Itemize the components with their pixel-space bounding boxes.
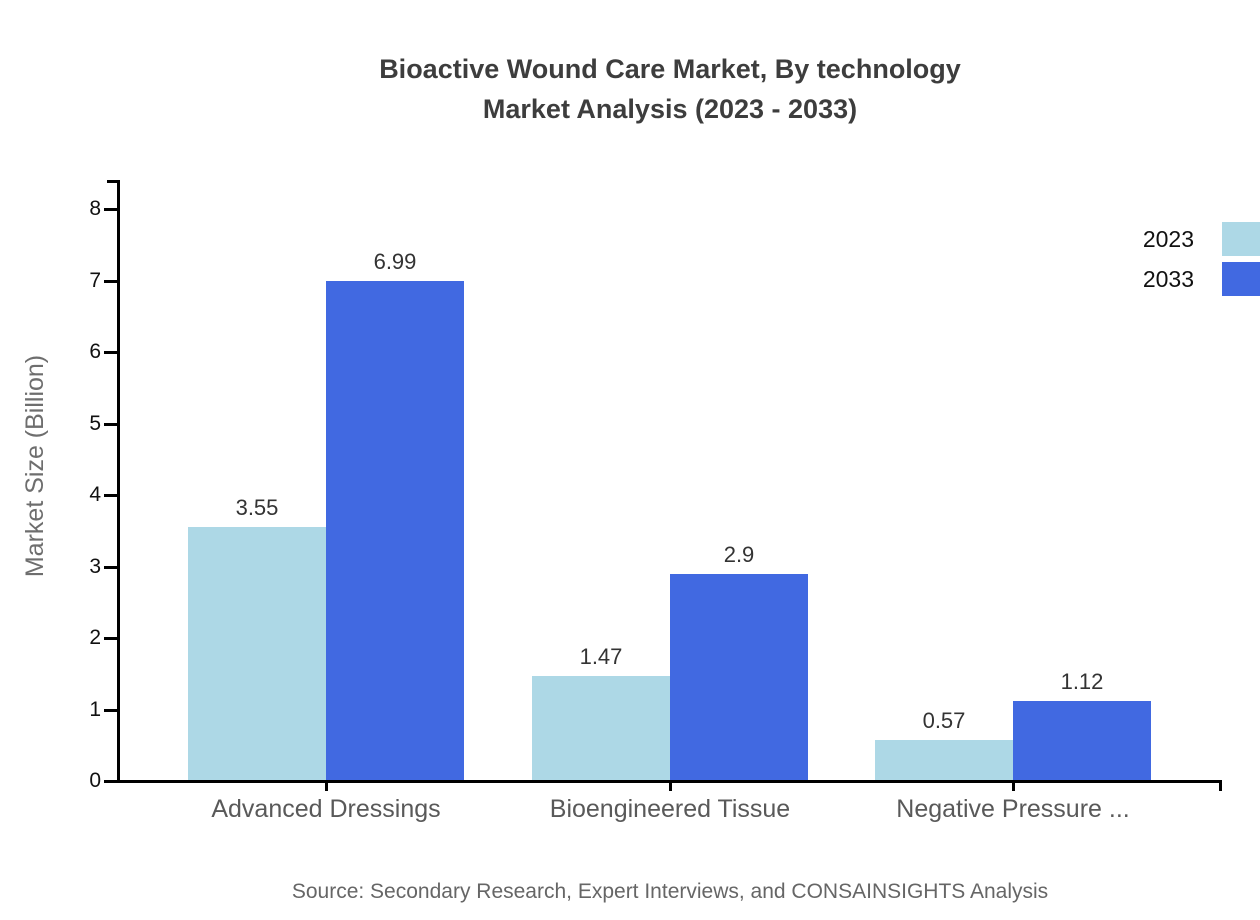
- bar-value-label: 1.12: [1060, 668, 1104, 694]
- chart-title: Bioactive Wound Care Market, By technolo…: [80, 49, 1260, 129]
- y-tick: [104, 423, 118, 426]
- bar-2033-bioengineered-tissue: [670, 573, 808, 781]
- legend-swatch: [1222, 262, 1260, 296]
- y-tick-label: 1: [89, 698, 101, 721]
- bar-value-label: 2.9: [723, 541, 755, 567]
- chart-title-line1: Bioactive Wound Care Market, By technolo…: [379, 54, 961, 84]
- y-tick-label: 3: [89, 555, 101, 578]
- x-axis-line: [117, 780, 1222, 783]
- source-note: Source: Secondary Research, Expert Inter…: [291, 880, 1049, 903]
- bar-2033-negative-pressure: [1013, 700, 1151, 781]
- y-tick: [104, 494, 118, 497]
- bar-value-label: 6.99: [373, 249, 417, 275]
- bar-2023-negative-pressure: [875, 740, 1013, 781]
- y-tick-label: 2: [89, 626, 101, 649]
- y-tick: [104, 709, 118, 712]
- x-tick: [669, 782, 672, 791]
- y-axis-line: [117, 180, 120, 783]
- bar-value-label: 0.57: [922, 708, 966, 734]
- bar-2023-advanced-dressings: [188, 527, 326, 781]
- y-tick: [104, 280, 118, 283]
- y-tick: [104, 637, 118, 640]
- x-category-label-negative-pressure: Negative Pressure ...: [896, 795, 1130, 823]
- y-tick: [104, 566, 118, 569]
- bar-2033-advanced-dressings: [326, 281, 464, 781]
- bar-2023-bioengineered-tissue: [532, 675, 670, 781]
- y-tick: [104, 208, 118, 211]
- legend-label: 2023: [1142, 226, 1194, 252]
- legend-swatch: [1222, 222, 1260, 256]
- y-tick-label: 7: [89, 269, 101, 292]
- legend: 2023 2033: [980, 222, 1260, 302]
- y-tick-label: 8: [89, 197, 101, 220]
- x-category-label-bioengineered-tissue: Bioengineered Tissue: [549, 795, 791, 823]
- legend-label: 2033: [1142, 266, 1194, 292]
- y-tick: [104, 351, 118, 354]
- x-tick: [325, 782, 328, 791]
- x-category-label-advanced-dressings: Advanced Dressings: [211, 795, 441, 823]
- bar-value-label: 1.47: [579, 643, 623, 669]
- y-tick: [104, 780, 118, 783]
- y-axis-end-cap: [107, 180, 117, 183]
- y-tick-label: 5: [89, 412, 101, 435]
- legend-row-2023: 2023: [980, 222, 1260, 256]
- bar-value-label: 3.55: [235, 495, 279, 521]
- x-axis-end-cap: [1219, 780, 1222, 791]
- y-tick-label: 0: [89, 769, 101, 792]
- legend-row-2033: 2033: [980, 262, 1260, 296]
- y-tick-label: 4: [89, 483, 101, 506]
- y-tick-label: 6: [89, 340, 101, 363]
- chart-title-line2: Market Analysis (2023 - 2033): [482, 94, 858, 124]
- x-tick: [1012, 782, 1015, 791]
